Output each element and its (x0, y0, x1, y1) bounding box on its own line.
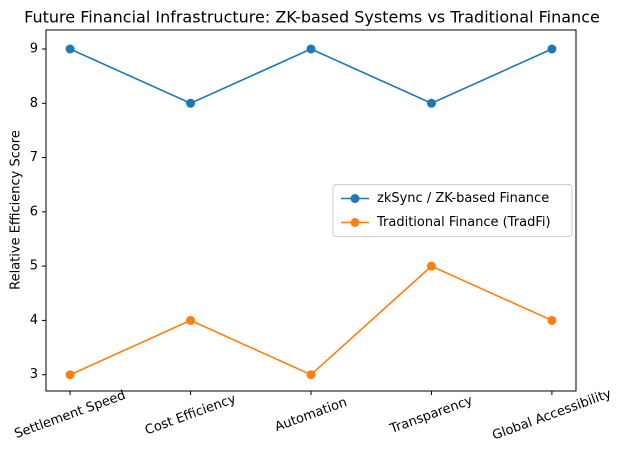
data-point (547, 315, 557, 325)
y-tick-label: 3 (30, 367, 38, 382)
legend-box (332, 184, 573, 237)
series-line (69, 265, 553, 376)
y-tick-label: 9 (30, 42, 38, 57)
y-tick-label: 5 (30, 259, 38, 274)
y-axis-label: Relative Efficiency Score (9, 130, 24, 290)
y-tick-label: 4 (30, 313, 38, 328)
data-point (426, 261, 436, 271)
data-point (186, 98, 196, 108)
y-tick-label: 6 (30, 204, 38, 219)
x-tick-label: Transparency (387, 393, 475, 437)
legend-marker (350, 194, 360, 203)
y-tick-label: 8 (30, 96, 38, 111)
data-point (186, 315, 196, 325)
data-point (547, 44, 557, 54)
series-line (69, 48, 553, 105)
data-point (306, 44, 316, 54)
data-point (426, 98, 436, 108)
chart-title: Future Financial Infrastructure: ZK-base… (24, 8, 600, 27)
data-point (306, 370, 316, 380)
x-tick-label: Automation (273, 395, 349, 435)
plot-frame (45, 29, 577, 392)
legend-marker (350, 218, 360, 227)
data-point (65, 370, 75, 380)
x-tick-label: Settlement Speed (13, 388, 128, 442)
legend-label: Traditional Finance (TradFi) (376, 215, 551, 230)
x-tick-label: Cost Efficiency (143, 391, 238, 438)
y-tick-label: 7 (30, 150, 38, 165)
legend-label: zkSync / ZK-based Finance (377, 191, 549, 206)
data-point (65, 44, 75, 54)
